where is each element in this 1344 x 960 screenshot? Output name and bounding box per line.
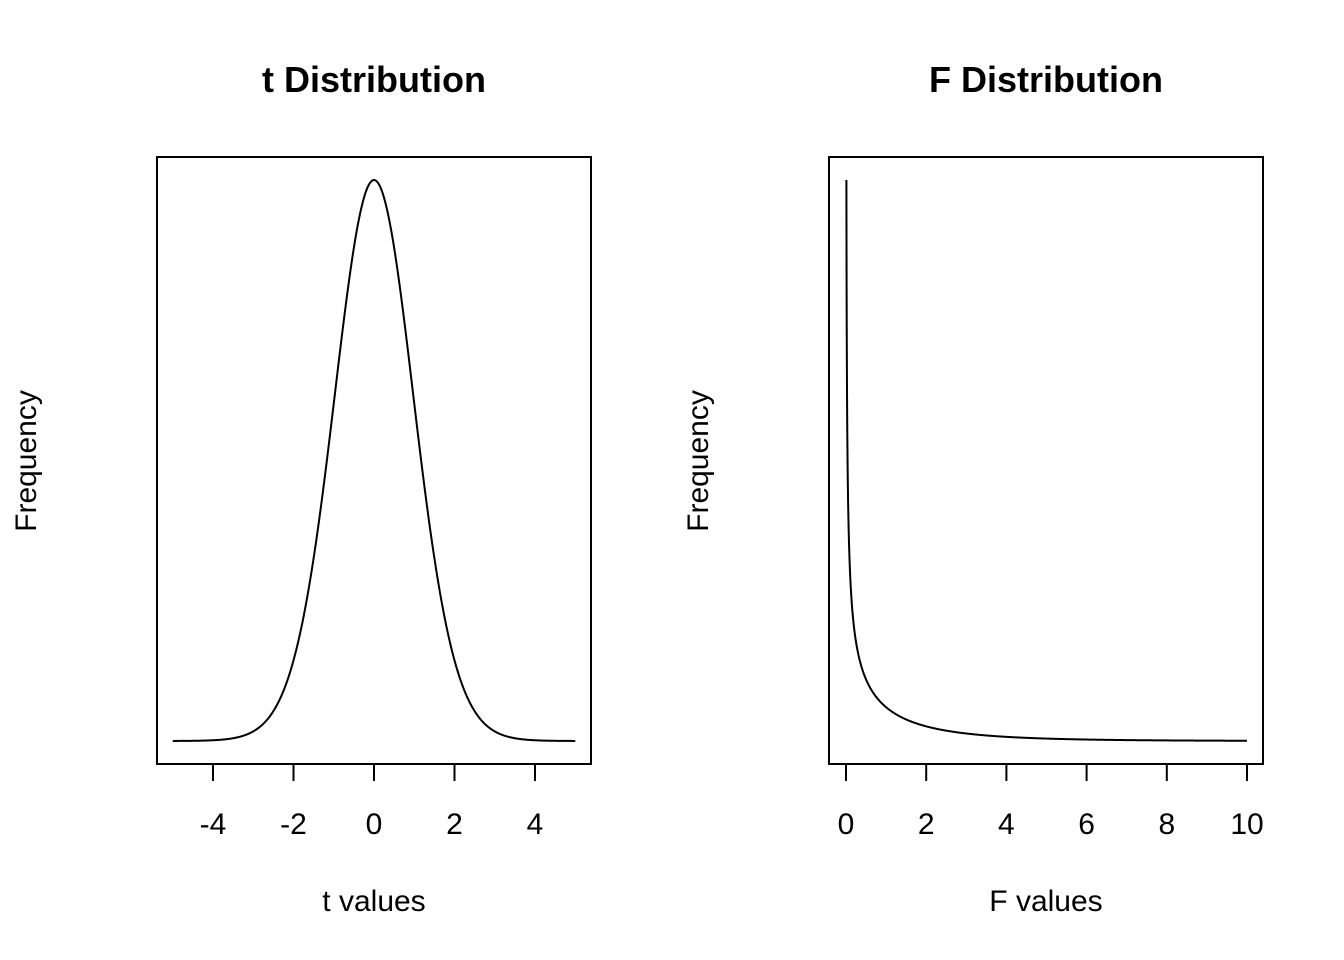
density-curve bbox=[845, 180, 1247, 742]
t-distribution-panel: t Distribution -4 -2 0 2 4 t values Frequenc… bbox=[10, 59, 592, 918]
chart-title: t Distribution bbox=[262, 59, 486, 100]
x-axis-label: t values bbox=[322, 885, 425, 918]
x-tick-label: 4 bbox=[998, 808, 1015, 841]
x-tick-label: 0 bbox=[366, 808, 383, 841]
x-tick-label: 2 bbox=[446, 808, 463, 841]
x-axis-label: F values bbox=[989, 885, 1102, 918]
x-axis: 0 2 4 6 8 10 bbox=[838, 763, 1264, 841]
y-axis-label: Frequency bbox=[10, 390, 43, 532]
chart-title: F Distribution bbox=[929, 59, 1163, 100]
x-tick-label: 8 bbox=[1158, 808, 1175, 841]
x-axis: -4 -2 0 2 4 bbox=[200, 763, 544, 841]
x-tick-label: 4 bbox=[527, 808, 544, 841]
x-tick-label: 6 bbox=[1078, 808, 1095, 841]
f-distribution-panel: F Distribution 0 2 4 6 8 10 F values Frequenc… bbox=[682, 59, 1264, 918]
plot-frame bbox=[156, 156, 592, 765]
x-tick-label: 10 bbox=[1230, 808, 1263, 841]
density-curve bbox=[172, 178, 576, 742]
x-tick-label: 0 bbox=[838, 808, 855, 841]
x-tick-label: 2 bbox=[918, 808, 935, 841]
x-tick-label: -2 bbox=[280, 808, 307, 841]
plot-frame bbox=[828, 156, 1264, 765]
x-tick-label: -4 bbox=[200, 808, 227, 841]
y-axis-label: Frequency bbox=[682, 390, 715, 532]
